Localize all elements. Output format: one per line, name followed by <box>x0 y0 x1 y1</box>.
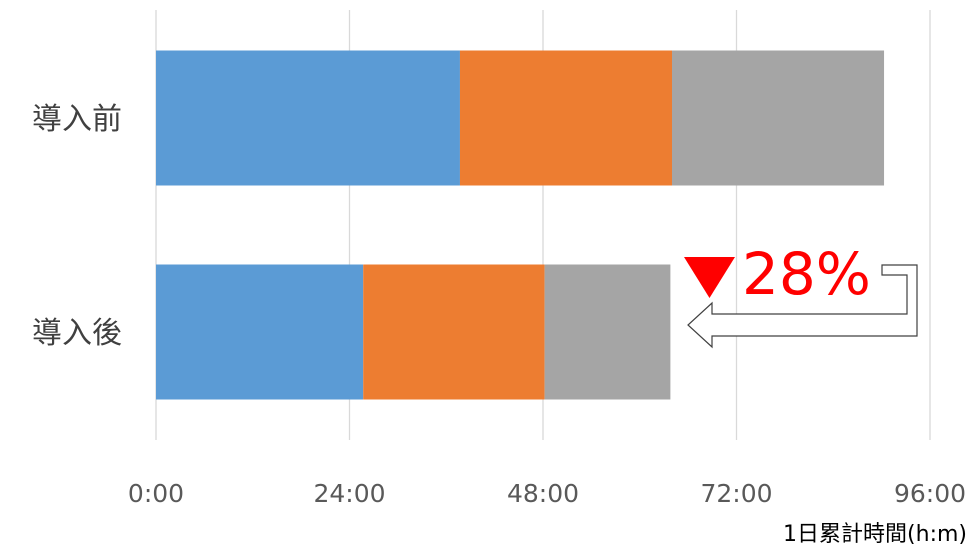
down-triangle-icon <box>684 257 735 298</box>
bar-segment <box>156 264 364 400</box>
x-tick-label: 72:00 <box>700 479 772 508</box>
reduction-annotation: 28% <box>684 240 918 349</box>
bar-segment <box>156 50 460 186</box>
x-tick-label: 96:00 <box>894 479 966 508</box>
category-label: 導入前 <box>32 102 122 137</box>
reduction-percent: 28% <box>742 240 871 308</box>
category-label: 導入後 <box>32 316 122 351</box>
x-axis-title: 1日累計時間(h:m) <box>783 522 967 547</box>
bars <box>156 50 885 400</box>
bar-segment <box>672 50 885 186</box>
x-tick-label: 48:00 <box>507 479 579 508</box>
bar-segment <box>459 50 672 186</box>
return-arrow <box>687 264 918 349</box>
bar-segment <box>363 264 545 400</box>
x-tick-labels: 0:00 24:00 48:00 72:00 96:00 <box>128 479 966 508</box>
x-tick-label: 0:00 <box>128 479 184 508</box>
x-tick-label: 24:00 <box>313 479 385 508</box>
bar-segment <box>544 264 671 400</box>
